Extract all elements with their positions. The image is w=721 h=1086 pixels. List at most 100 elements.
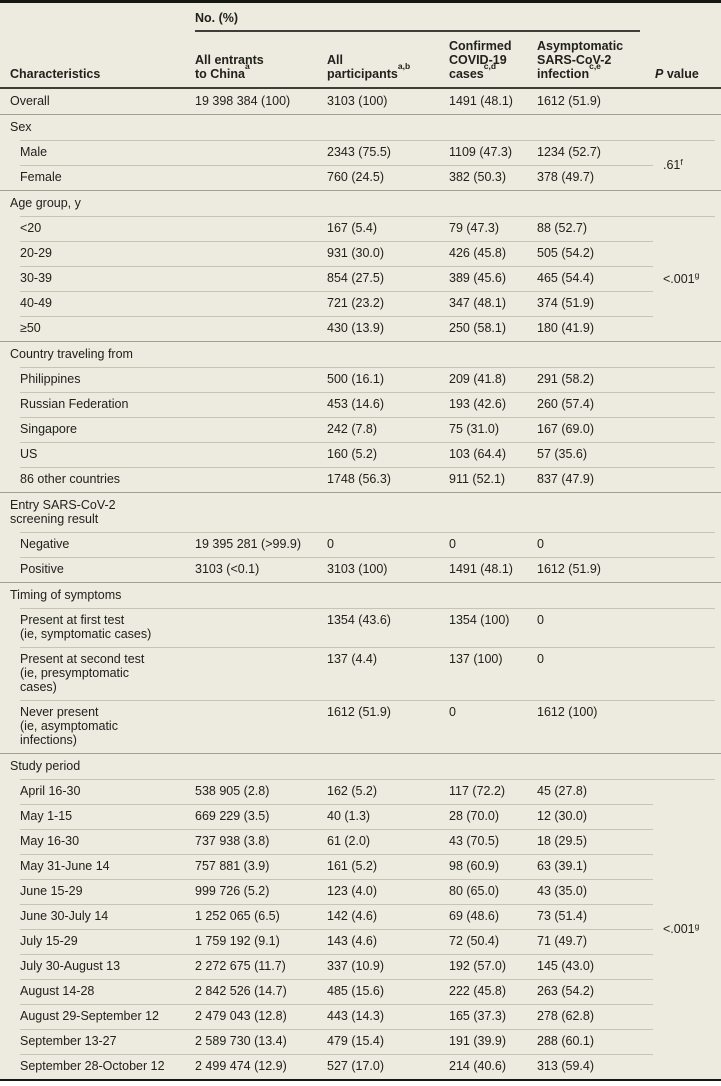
cell: 162 (5.2): [327, 784, 378, 798]
row-label: US: [20, 447, 38, 461]
p-value: <.001: [663, 271, 695, 286]
row-label: Female: [20, 170, 62, 184]
cell: 1612 (51.9): [537, 562, 601, 576]
table-body: Overall 19 398 384 (100) 3103 (100) 1491 (4…: [0, 89, 721, 1079]
cell: [195, 392, 327, 417]
table-row: Philippines 500 (16.1) 209 (41.8) 291 (58.2…: [0, 367, 721, 392]
cell: 45 (27.8): [537, 784, 588, 798]
cell: 142 (4.6): [327, 909, 378, 923]
cell: 43 (35.0): [537, 884, 588, 898]
cell: 263 (54.2): [537, 984, 594, 998]
column-header-confirmed-cases: Confirmed COVID-19 casesc,d: [449, 39, 512, 81]
section-rows: Male 2343 (75.5) 1109 (47.3) 1234 (52.7) Fem…: [0, 140, 653, 190]
cell: 453 (14.6): [327, 397, 384, 411]
row-label: July 15-29: [20, 934, 78, 948]
cell: 382 (50.3): [449, 170, 506, 184]
table-section: Study period April 16-30 538 905 (2.8) 162 …: [0, 753, 721, 1079]
table-section: Country traveling from Philippines 500 (16…: [0, 341, 721, 492]
cell: 347 (48.1): [449, 296, 506, 310]
table-row: Present at second test (ie, presymptomat…: [0, 647, 721, 700]
cell: 161 (5.2): [327, 859, 378, 873]
cell: 485 (15.6): [327, 984, 384, 998]
row-label: Male: [20, 145, 48, 159]
table-row: Male 2343 (75.5) 1109 (47.3) 1234 (52.7): [0, 140, 653, 165]
row-label: Never present (ie, asymptomatic infectio…: [20, 705, 118, 747]
table-row: June 15-29 999 726 (5.2) 123 (4.0) 80 (65.0…: [0, 879, 653, 904]
p-value-cell: <.001 g: [653, 779, 721, 1079]
column-header-characteristics: Characteristics: [10, 67, 101, 81]
table-row: 20-29 931 (30.0) 426 (45.8) 505 (54.2): [0, 241, 653, 266]
cell: 79 (47.3): [449, 221, 500, 235]
row-label: 40-49: [20, 296, 52, 310]
cell: [195, 216, 327, 241]
cell: 2343 (75.5): [327, 145, 391, 159]
cell: 1491 (48.1): [449, 562, 513, 576]
cell: 98 (60.9): [449, 859, 500, 873]
cell: 28 (70.0): [449, 809, 500, 823]
section-title: Timing of symptoms: [10, 588, 122, 602]
table-row: 30-39 854 (27.5) 389 (45.6) 465 (54.4): [0, 266, 653, 291]
cell: 0: [449, 537, 456, 551]
cell: 250 (58.1): [449, 321, 506, 335]
cell: 143 (4.6): [327, 934, 378, 948]
cell: 123 (4.0): [327, 884, 378, 898]
cell: 167 (69.0): [537, 422, 594, 436]
p-value: .61: [663, 158, 681, 172]
column-header-all-entrants: All entrants to Chinaa: [195, 53, 264, 81]
cell: 72 (50.4): [449, 934, 500, 948]
row-label: August 29-September 12: [20, 1009, 159, 1023]
table-row: June 30-July 14 1 252 065 (6.5) 142 (4.6) 6…: [0, 904, 653, 929]
row-label: September 28-October 12: [20, 1059, 165, 1073]
table-row: 40-49 721 (23.2) 347 (48.1) 374 (51.9): [0, 291, 653, 316]
spanner-row: No. (%): [0, 3, 721, 32]
cell: [195, 316, 327, 341]
cell: 931 (30.0): [327, 246, 384, 260]
cell: 757 881 (3.9): [195, 859, 270, 873]
cell: 69 (48.6): [449, 909, 500, 923]
cell: 426 (45.8): [449, 246, 506, 260]
cell: 88 (52.7): [537, 221, 588, 235]
row-label: July 30-August 13: [20, 959, 121, 973]
table-row: ≥50 430 (13.9) 250 (58.1) 180 (41.9): [0, 316, 653, 341]
p-value: <.001: [663, 922, 695, 936]
row-label: Positive: [20, 562, 64, 576]
table-row: <20 167 (5.4) 79 (47.3) 88 (52.7): [0, 216, 653, 241]
cell: 80 (65.0): [449, 884, 500, 898]
cell: 1354 (100): [449, 613, 510, 627]
p-value-cell: .61 f: [653, 140, 721, 190]
cell: 378 (49.7): [537, 170, 594, 184]
table-row: Overall 19 398 384 (100) 3103 (100) 1491 (4…: [0, 89, 721, 114]
row-label: ≥50: [20, 321, 41, 335]
cell: 527 (17.0): [327, 1059, 384, 1073]
cell: 669 229 (3.5): [195, 809, 270, 823]
cell: [195, 467, 327, 492]
cell: 500 (16.1): [327, 372, 384, 386]
cell: 73 (51.4): [537, 909, 588, 923]
table-section: Age group, y <20 167 (5.4) 79 (47.3) 88 (52.…: [0, 190, 721, 341]
cell: 18 (29.5): [537, 834, 588, 848]
table-row: US 160 (5.2) 103 (64.4) 57 (35.6): [0, 442, 721, 467]
row-label: May 16-30: [20, 834, 80, 848]
table-row: Female 760 (24.5) 382 (50.3) 378 (49.7): [0, 165, 653, 190]
cell: 337 (10.9): [327, 959, 384, 973]
row-label: Present at first test (ie, symptomatic c…: [20, 613, 152, 641]
cell: [195, 367, 327, 392]
cell: 137 (4.4): [327, 652, 378, 666]
table-row: Never present (ie, asymptomatic infectio…: [0, 700, 721, 753]
cell: 12 (30.0): [537, 809, 588, 823]
footnote-marker: a: [245, 61, 250, 72]
table-row: August 29-September 12 2 479 043 (12.8) 44…: [0, 1004, 653, 1029]
cell: [195, 140, 327, 165]
cell: 1491 (48.1): [449, 94, 513, 108]
footnote-marker: c,d: [483, 61, 497, 72]
cell: 479 (15.4): [327, 1034, 384, 1048]
table-row: July 15-29 1 759 192 (9.1) 143 (4.6) 72 (50…: [0, 929, 653, 954]
cell: 313 (59.4): [537, 1059, 594, 1073]
cell: 374 (51.9): [537, 296, 594, 310]
cell: 430 (13.9): [327, 321, 384, 335]
cell: 288 (60.1): [537, 1034, 594, 1048]
section-rows: April 16-30 538 905 (2.8) 162 (5.2) 117 (72…: [0, 779, 653, 1079]
section-title: Study period: [10, 759, 81, 773]
row-label: Singapore: [20, 422, 77, 436]
table-row: 86 other countries 1748 (56.3) 911 (52.1) 8…: [0, 467, 721, 492]
